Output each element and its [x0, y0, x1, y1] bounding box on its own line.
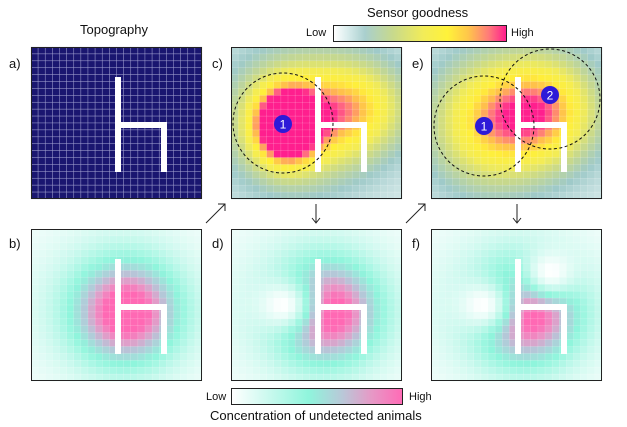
- svg-text:1: 1: [481, 120, 488, 134]
- panel-f-label: f): [412, 236, 420, 251]
- terrain-barrier: [315, 259, 367, 354]
- arrow-e-to-f: [512, 204, 522, 224]
- terrain-barrier: [515, 259, 567, 354]
- panel-frame: [231, 47, 402, 199]
- panel-frame: [431, 47, 602, 199]
- panel-a-topography-map: [30, 46, 203, 200]
- concentration-colorbar: [231, 388, 403, 405]
- svg-text:2: 2: [547, 89, 554, 103]
- panel-frame: [31, 229, 202, 381]
- sensor-2-marker: 2: [541, 86, 559, 104]
- terrain-barrier: [515, 77, 567, 172]
- sensor-2-range-circle: [499, 48, 601, 150]
- panel-e-label: e): [412, 56, 424, 71]
- sensor-1-range-circle: [232, 72, 334, 174]
- arrow-b-to-c: [205, 203, 226, 224]
- topography-grid: [30, 46, 203, 200]
- sensor-1-marker: 1: [475, 117, 493, 135]
- heatmap-cells: [430, 228, 603, 382]
- panel-d-label: d): [212, 236, 224, 251]
- panel-b-concentration-map: [30, 228, 203, 382]
- arrow-d-to-e: [405, 203, 426, 224]
- sensor-1-range-circle: [433, 75, 535, 177]
- panel-b-label: b): [9, 236, 21, 251]
- sensor-goodness-title: Sensor goodness: [367, 5, 469, 20]
- arrow-c-to-d: [311, 204, 321, 224]
- terrain-barrier: [115, 77, 167, 172]
- heatmap-cells: [230, 228, 403, 382]
- panel-f-concentration-map: [430, 228, 603, 382]
- panel-frame: [431, 229, 602, 381]
- svg-text:1: 1: [280, 118, 287, 132]
- panel-e-sensor-goodness-map: 12: [430, 46, 603, 200]
- terrain-barrier: [315, 77, 367, 172]
- heatmap-cells: [430, 46, 603, 200]
- sensor-scale-low-label: Low: [306, 27, 327, 39]
- panel-a-label: a): [9, 56, 21, 71]
- panel-d-concentration-map: [230, 228, 403, 382]
- sensor-1-marker: 1: [274, 115, 292, 133]
- panel-frame: [31, 47, 202, 199]
- concentration-scale-high-label: High: [409, 391, 432, 403]
- panel-c-label: c): [212, 56, 223, 71]
- terrain-barrier: [115, 259, 167, 354]
- topography-title: Topography: [80, 22, 148, 37]
- panel-frame: [231, 229, 402, 381]
- panel-c-sensor-goodness-map: 1: [230, 46, 403, 200]
- concentration-scale-low-label: Low: [206, 391, 227, 403]
- heatmap-cells: [230, 46, 403, 200]
- concentration-title: Concentration of undetected animals: [210, 408, 422, 423]
- sensor-goodness-colorbar: [333, 25, 507, 42]
- sensor-scale-high-label: High: [511, 27, 534, 39]
